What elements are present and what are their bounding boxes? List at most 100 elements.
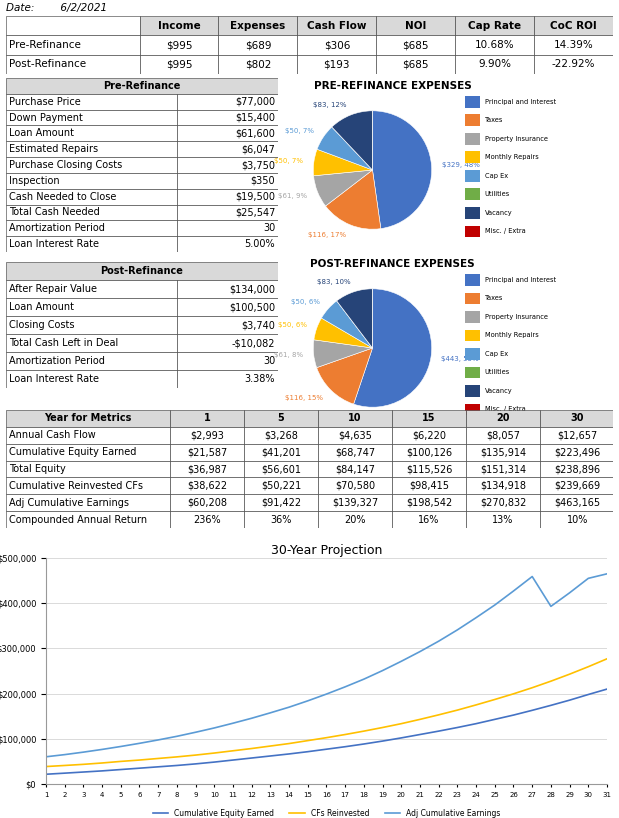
Text: Cumulative Reinvested CFs: Cumulative Reinvested CFs (9, 481, 143, 491)
Bar (6, 280, 178, 298)
Bar (6, 173, 178, 189)
Wedge shape (332, 127, 373, 170)
Bar (170, 494, 244, 511)
Bar (465, 293, 480, 304)
Title: 30-Year Projection: 30-Year Projection (271, 544, 382, 557)
Bar (178, 204, 278, 220)
Bar (534, 35, 613, 55)
Bar (244, 427, 318, 443)
Bar (6, 511, 170, 528)
Wedge shape (313, 339, 373, 367)
Bar (6, 427, 170, 443)
Bar (465, 311, 480, 323)
Text: $685: $685 (402, 40, 429, 50)
Bar (6, 78, 278, 94)
Text: Expenses: Expenses (230, 20, 285, 30)
Bar (170, 443, 244, 461)
Bar (219, 55, 297, 74)
Text: $61, 8%: $61, 8% (274, 352, 303, 358)
Text: Monthly Repairs: Monthly Repairs (485, 332, 539, 339)
Bar (392, 511, 466, 528)
Text: 3.38%: 3.38% (245, 374, 275, 384)
Bar (392, 478, 466, 494)
Bar (6, 142, 178, 157)
Bar (376, 35, 455, 55)
Text: Pre-Refinance: Pre-Refinance (9, 40, 81, 50)
Text: 10%: 10% (566, 515, 588, 524)
Text: $134,000: $134,000 (229, 284, 275, 294)
Text: $61, 9%: $61, 9% (279, 193, 308, 199)
Text: 16%: 16% (418, 515, 439, 524)
Text: $198,542: $198,542 (406, 497, 452, 508)
Text: -$10,082: -$10,082 (232, 338, 275, 348)
Text: 5.00%: 5.00% (245, 239, 275, 249)
Bar (219, 35, 297, 55)
Bar (465, 348, 480, 360)
Bar (6, 443, 170, 461)
Text: Vacancy: Vacancy (485, 210, 513, 216)
Bar (540, 478, 614, 494)
Text: Cap Rate: Cap Rate (468, 20, 521, 30)
Bar (244, 410, 318, 427)
Bar (297, 16, 376, 35)
Text: $995: $995 (166, 40, 193, 50)
Bar (6, 94, 178, 110)
Bar (170, 478, 244, 494)
Bar (244, 511, 318, 528)
Text: $83, 10%: $83, 10% (316, 279, 350, 285)
Text: Inspection: Inspection (9, 176, 59, 186)
Bar (465, 274, 480, 285)
Text: Total Equity: Total Equity (9, 464, 66, 474)
Bar (297, 55, 376, 74)
Bar (178, 125, 278, 142)
Bar (540, 461, 614, 478)
Bar (455, 16, 534, 35)
Bar (6, 157, 178, 173)
Text: Post-Refinance: Post-Refinance (9, 60, 86, 70)
Text: $350: $350 (251, 176, 275, 186)
Text: $84,147: $84,147 (335, 464, 375, 474)
Bar (6, 35, 139, 55)
Bar (178, 298, 278, 316)
Bar (465, 207, 480, 219)
Text: $70,580: $70,580 (335, 481, 375, 491)
Text: $139,327: $139,327 (332, 497, 378, 508)
Text: $135,914: $135,914 (480, 447, 526, 457)
Bar (466, 478, 540, 494)
Bar (318, 461, 392, 478)
Bar (318, 494, 392, 511)
Text: $3,750: $3,750 (241, 160, 275, 170)
Text: $36,987: $36,987 (187, 464, 227, 474)
Wedge shape (317, 348, 373, 404)
Wedge shape (313, 149, 373, 176)
Text: 36%: 36% (271, 515, 292, 524)
Bar (178, 220, 278, 236)
Text: $100,126: $100,126 (406, 447, 452, 457)
Bar (6, 220, 178, 236)
Wedge shape (332, 110, 373, 170)
Text: $238,896: $238,896 (554, 464, 600, 474)
Text: $116, 17%: $116, 17% (308, 231, 346, 238)
Text: Annual Cash Flow: Annual Cash Flow (9, 430, 96, 440)
Text: 30: 30 (571, 413, 584, 424)
Bar (170, 410, 244, 427)
Bar (178, 94, 278, 110)
Text: $60,208: $60,208 (187, 497, 227, 508)
Text: Amortization Period: Amortization Period (9, 356, 105, 366)
Text: $77,000: $77,000 (235, 97, 275, 106)
Wedge shape (337, 289, 373, 348)
Bar (466, 511, 540, 528)
Text: $15,400: $15,400 (235, 113, 275, 123)
Text: $134,918: $134,918 (480, 481, 526, 491)
Bar (465, 330, 480, 341)
Bar (540, 410, 614, 427)
Text: 20%: 20% (344, 515, 366, 524)
Bar (6, 370, 178, 388)
Bar (465, 188, 480, 200)
Bar (392, 427, 466, 443)
Text: Amortization Period: Amortization Period (9, 223, 105, 233)
Text: $50, 6%: $50, 6% (292, 299, 320, 304)
Text: $8,057: $8,057 (486, 430, 520, 440)
Text: Property Insurance: Property Insurance (485, 136, 548, 142)
Text: Principal and Interest: Principal and Interest (485, 277, 556, 283)
